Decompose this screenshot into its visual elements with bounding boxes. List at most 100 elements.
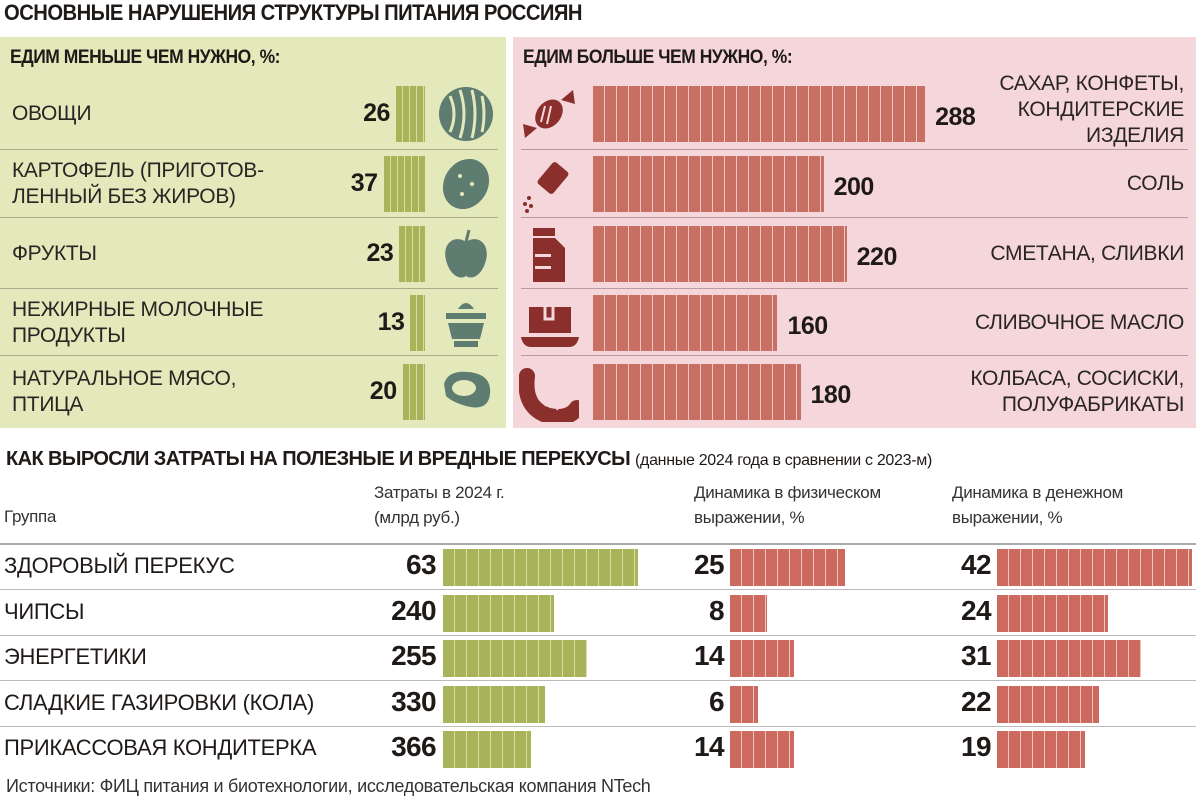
table-row: ЭНЕРГЕТИКИ 255 14 31 <box>0 636 1196 681</box>
category-label-line: НАТУРАЛЬНОЕ МЯСО, <box>12 367 237 390</box>
value-label: 37 <box>350 169 378 197</box>
table-row: ПРИКАССОВАЯ КОНДИТЕРКА 366 14 19 <box>0 727 1196 772</box>
physical-bar <box>730 685 758 723</box>
row-divider <box>0 634 1196 636</box>
row-divider <box>0 589 1196 590</box>
category-label-line: КОЛБАСА, СОСИСКИ, <box>970 367 1184 390</box>
snacks-subtitle: (данные 2024 года в сравнении с 2023-м) <box>635 452 932 469</box>
category-label-line: ПТИЦА <box>12 393 84 416</box>
infographic-title: ОСНОВНЫЕ НАРУШЕНИЯ СТРУКТУРЫ ПИТАНИЯ РОС… <box>4 0 582 25</box>
physical-bar <box>730 594 767 632</box>
physical-bar <box>730 640 795 677</box>
table-row: СЛАДКИЕ ГАЗИРОВКИ (КОЛА) 330 6 22 <box>0 682 1196 727</box>
category-label: САХАР, КОНФЕТЫ, КОНДИТЕРСКИЕ ИЗДЕЛИЯ <box>999 71 1184 149</box>
category-label: НАТУРАЛЬНОЕ МЯСО, ПТИЦА <box>12 366 236 418</box>
physical-value: 8 <box>709 594 725 626</box>
eat-more-heading: ЕДИМ БОЛЬШЕ ЧЕМ НУЖНО, %: <box>523 47 793 68</box>
category-label-line: ИЗДЕЛИЯ <box>1086 124 1184 147</box>
salt-shaker-icon <box>519 154 579 219</box>
snacks-table: Группа Затраты в 2024 г. (млрд руб.) Динами… <box>0 480 1196 770</box>
category-label-line: ОВОЩИ <box>12 102 92 125</box>
bar-row: НЕЖИРНЫЕ МОЛОЧНЫЕ ПРОДУКТЫ 13 <box>0 289 506 356</box>
column-header: Затраты в 2024 г. (млрд руб.) <box>374 480 505 530</box>
group-label: СЛАДКИЕ ГАЗИРОВКИ (КОЛА) <box>4 689 314 715</box>
row-divider <box>521 217 1188 218</box>
row-divider <box>521 149 1188 150</box>
money-bar <box>997 549 1192 586</box>
money-bar <box>997 640 1141 677</box>
bar <box>593 86 926 142</box>
bar <box>395 86 425 142</box>
value-label: 200 <box>833 173 875 201</box>
spend-bar <box>443 594 555 632</box>
category-label-line: ПРОДУКТЫ <box>12 323 126 347</box>
value-label: 180 <box>810 381 852 409</box>
bar <box>593 364 801 420</box>
bar-row: ФРУКТЫ 23 <box>0 218 506 289</box>
category-label-line: СЛИВОЧНОЕ МАСЛО <box>975 310 1184 334</box>
table-row: ЧИПСЫ 240 8 24 <box>0 591 1196 636</box>
bar-row: КАРТОФЕЛЬ (ПРИГОТОВ- ЛЕННЫЙ БЕЗ ЖИРОВ) 37 <box>0 150 506 218</box>
butter-dish-icon <box>519 293 579 358</box>
bar <box>593 294 778 351</box>
apple-icon <box>436 224 496 289</box>
group-label: ЧИПСЫ <box>4 598 85 624</box>
bar-row: СМЕТАНА, СЛИВКИ 220 <box>513 218 1196 289</box>
spend-bar <box>443 549 638 586</box>
row-divider <box>521 355 1188 356</box>
row-divider <box>0 725 1196 727</box>
physical-value: 14 <box>694 731 725 762</box>
physical-value: 25 <box>694 549 725 580</box>
group-label: ЭНЕРГЕТИКИ <box>4 644 147 669</box>
row-divider <box>0 149 498 150</box>
potato-icon <box>436 154 496 219</box>
spend-bar <box>443 731 532 768</box>
snacks-heading: КАК ВЫРОСЛИ ЗАТРАТЫ НА ПОЛЕЗНЫЕ И ВРЕДНЫ… <box>6 448 932 471</box>
value-label: 13 <box>377 307 405 336</box>
bar <box>383 156 425 212</box>
bar-row: СОЛЬ 200 <box>513 150 1196 218</box>
category-label-line: КОНДИТЕРСКИЕ <box>1017 98 1185 121</box>
category-label: СОЛЬ <box>1127 171 1184 197</box>
column-header-line: выражении, % <box>952 508 1063 527</box>
value-label: 23 <box>366 238 394 267</box>
category-label-line: САХАР, КОНФЕТЫ, <box>999 72 1184 95</box>
column-header-line: Динамика в физическом <box>694 483 881 502</box>
category-label-line: ПОЛУФАБРИКАТЫ <box>1001 393 1184 416</box>
money-value: 42 <box>961 549 992 580</box>
bar-row: САХАР, КОНФЕТЫ, КОНДИТЕРСКИЕ ИЗДЕЛИЯ 288 <box>513 72 1196 150</box>
column-header-line: (млрд руб.) <box>374 508 460 527</box>
row-divider <box>0 217 498 218</box>
category-label: ОВОЩИ <box>12 101 92 127</box>
money-value: 22 <box>961 685 992 717</box>
value-label: 220 <box>856 242 898 271</box>
category-label-line: НЕЖИРНЫЕ МОЛОЧНЫЕ <box>12 297 264 321</box>
bar <box>593 156 824 212</box>
category-label-line: ФРУКТЫ <box>12 241 97 265</box>
candy-icon <box>519 84 579 149</box>
header-divider <box>0 543 1196 545</box>
category-label-line: ЛЕННЫЙ БЕЗ ЖИРОВ) <box>12 185 236 208</box>
eat-less-panel: ЕДИМ МЕНЬШЕ ЧЕМ НУЖНО, %: ОВОЩИ 26 КАРТОФЕ… <box>0 37 506 428</box>
spend-bar <box>443 640 587 677</box>
row-divider <box>521 288 1188 289</box>
column-header: Динамика в денежном выражении, % <box>952 480 1123 530</box>
physical-value: 14 <box>694 640 725 671</box>
money-value: 31 <box>961 640 992 671</box>
spend-value: 63 <box>406 549 437 580</box>
column-header-line: Динамика в денежном <box>952 483 1124 502</box>
bar-row: СЛИВОЧНОЕ МАСЛО 160 <box>513 289 1196 356</box>
money-value: 24 <box>961 594 992 626</box>
column-header-line: Группа <box>4 507 57 526</box>
column-header-line: Затраты в 2024 г. <box>374 483 505 502</box>
category-label-line: КАРТОФЕЛЬ (ПРИГОТОВ- <box>12 159 264 182</box>
category-label: КАРТОФЕЛЬ (ПРИГОТОВ- ЛЕННЫЙ БЕЗ ЖИРОВ) <box>12 158 264 210</box>
bar-row: НАТУРАЛЬНОЕ МЯСО, ПТИЦА 20 <box>0 356 506 428</box>
category-label: КОЛБАСА, СОСИСКИ, ПОЛУФАБРИКАТЫ <box>970 366 1184 418</box>
row-divider <box>0 355 498 356</box>
milk-carton-icon <box>519 224 579 289</box>
bar <box>399 225 425 282</box>
snacks-title: КАК ВЫРОСЛИ ЗАТРАТЫ НА ПОЛЕЗНЫЕ И ВРЕДНЫ… <box>6 448 631 470</box>
bar <box>410 294 425 351</box>
bar-row: КОЛБАСА, СОСИСКИ, ПОЛУФАБРИКАТЫ 180 <box>513 356 1196 428</box>
